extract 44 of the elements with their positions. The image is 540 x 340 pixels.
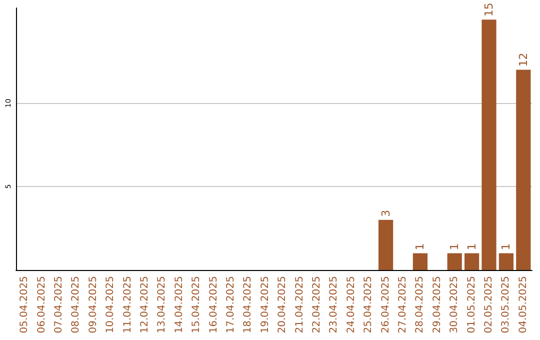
- x-tick-label: 06.04.2025: [36, 276, 48, 334]
- x-tick-label: 13.04.2025: [156, 276, 168, 334]
- bar: [516, 70, 531, 270]
- x-tick-label: 18.04.2025: [242, 276, 254, 334]
- data-label: 1: [448, 243, 462, 250]
- x-tick-label: 14.04.2025: [174, 276, 185, 334]
- x-tick-label: 23.04.2025: [328, 276, 340, 334]
- data-label: 3: [379, 210, 392, 217]
- data-label: 1: [465, 243, 478, 250]
- x-tick-label: 22.04.2025: [312, 276, 322, 334]
- x-tick-label: 26.04.2025: [380, 276, 392, 334]
- x-tick-label: 17.04.2025: [226, 276, 236, 334]
- data-label: 12: [516, 52, 530, 67]
- x-tick-label: 15.04.2025: [191, 276, 202, 334]
- x-tick-label: 29.04.2025: [432, 276, 443, 334]
- x-tick-label: 02.05.2025: [484, 276, 494, 334]
- data-label: 15: [482, 2, 496, 17]
- x-tick-label: 09.04.2025: [88, 276, 99, 334]
- bar: [447, 253, 462, 270]
- x-tick-label: 07.04.2025: [54, 276, 64, 334]
- bar: [378, 220, 394, 270]
- x-tick-label: 16.04.2025: [208, 276, 220, 334]
- bar: [482, 20, 496, 270]
- x-tick-label: 24.04.2025: [346, 276, 357, 334]
- x-tick-label: 10.04.2025: [105, 276, 116, 334]
- x-tick-label: 21.04.2025: [294, 276, 306, 334]
- data-label: 1: [414, 243, 427, 250]
- x-tick-label: 05.04.2025: [19, 276, 30, 334]
- x-tick-label: 03.05.2025: [500, 276, 512, 334]
- bar: [412, 253, 428, 270]
- bar: [498, 253, 514, 270]
- x-tick-label: 27.04.2025: [398, 276, 408, 334]
- x-tick-label: 04.05.2025: [518, 276, 529, 334]
- x-tick-label: 11.04.2025: [122, 276, 134, 334]
- bar: [464, 253, 480, 270]
- x-tick-label: 20.04.2025: [277, 276, 288, 334]
- data-label: 1: [500, 243, 513, 250]
- x-tick-label: 01.05.2025: [466, 276, 478, 334]
- x-tick-label: 30.04.2025: [449, 276, 460, 334]
- x-tick-label: 25.04.2025: [363, 276, 374, 334]
- x-tick-label: 28.04.2025: [414, 276, 426, 334]
- x-tick-label: 08.04.2025: [70, 276, 82, 334]
- x-tick-label: 12.04.2025: [140, 276, 150, 334]
- x-tick-label: 19.04.2025: [260, 276, 271, 334]
